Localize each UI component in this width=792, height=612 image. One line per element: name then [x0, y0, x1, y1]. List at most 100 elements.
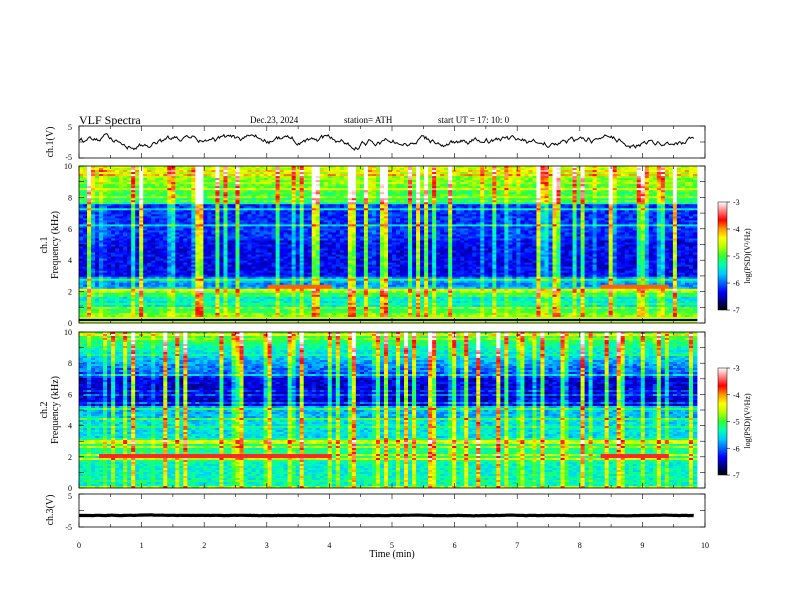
spectrogram-cell	[131, 290, 136, 294]
spectrogram-cell	[83, 208, 88, 211]
spectrogram-cell	[135, 296, 140, 300]
spectrogram-cell	[115, 300, 120, 304]
spectrogram-cell	[331, 206, 337, 209]
spectrogram-cell	[287, 248, 293, 251]
spectrogram-cell	[159, 206, 164, 209]
spectrogram-cell	[207, 272, 212, 276]
spectrogram-cell	[107, 236, 112, 239]
spectrogram-cell	[291, 206, 297, 209]
spectrogram-cell	[175, 278, 180, 282]
spectrogram-cell	[323, 216, 329, 219]
spectrogram-cell	[115, 320, 120, 323]
spectrogram-cell	[319, 288, 325, 292]
spectrogram-cell	[147, 300, 152, 304]
spectrogram-cell	[211, 290, 216, 294]
spectrogram-cell	[151, 248, 156, 251]
spectrogram-cell	[259, 212, 264, 215]
spectrogram-cell	[223, 198, 228, 201]
spectrogram-cell	[227, 312, 232, 316]
spectrogram-cell	[127, 254, 132, 257]
spectrogram-cell	[155, 180, 160, 183]
spectrogram-cell	[79, 308, 84, 312]
spectrogram-cell	[247, 272, 252, 276]
spectrogram-cell	[227, 230, 232, 233]
spectrogram-cell	[311, 208, 317, 211]
spectrogram-cell	[131, 166, 136, 169]
spectrogram-cell	[103, 176, 108, 179]
spectrogram-cell	[103, 284, 108, 288]
spectrogram-cell	[323, 230, 329, 233]
spectrogram-cell	[143, 200, 148, 203]
spectrogram-cell	[151, 168, 156, 171]
spectrogram-cell	[303, 288, 309, 292]
spectrogram-cell	[179, 270, 184, 274]
spectrogram-cell	[283, 212, 289, 215]
spectrogram-cell	[167, 190, 172, 193]
spectrogram-cell	[115, 284, 120, 288]
spectrogram-cell	[283, 316, 289, 320]
spectrogram-cell	[315, 258, 321, 261]
spectrogram-cell	[307, 172, 313, 175]
spectrogram-cell	[279, 272, 285, 276]
spectrogram-cell	[163, 286, 168, 290]
spectrogram-cell	[159, 216, 164, 219]
spectrogram-cell	[111, 286, 116, 290]
spectrogram-cell	[307, 294, 313, 298]
spectrogram-cell	[155, 294, 160, 298]
spectrogram-cell	[215, 222, 220, 225]
spectrogram-cell	[147, 180, 152, 183]
spectrogram-cell	[327, 292, 333, 296]
spectrogram-cell	[307, 222, 313, 225]
spectrogram-cell	[119, 232, 124, 235]
spectrogram-cell	[179, 218, 184, 221]
spectrogram-cell	[327, 188, 333, 191]
spectrogram-cell	[271, 170, 277, 173]
spectrogram-cell	[203, 280, 208, 284]
spectrogram-cell	[187, 200, 192, 203]
spectrogram-cell	[143, 316, 148, 320]
spectrogram-cell	[159, 278, 164, 282]
spectrogram-cell	[287, 250, 293, 253]
spectrogram-cell	[259, 272, 264, 276]
spectrogram-cell	[191, 212, 196, 215]
spectrogram-cell	[199, 310, 204, 314]
spectrogram-cell	[263, 308, 268, 312]
spectrogram-cell	[171, 240, 176, 243]
spectrogram-cell	[287, 194, 293, 197]
spectrogram-cell	[171, 174, 176, 177]
spectrogram-cell	[207, 264, 212, 268]
spectrogram-cell	[191, 292, 196, 296]
spectrogram-cell	[115, 200, 120, 203]
spectrogram-cell	[103, 248, 108, 251]
spectrogram-cell	[159, 262, 164, 266]
spectrogram-cell	[251, 280, 256, 284]
spectrogram-cell	[271, 306, 277, 310]
spectrogram-cell	[275, 310, 281, 314]
spectrogram-cell	[271, 184, 277, 187]
spectrogram-cell	[187, 294, 192, 298]
spectrogram-cell	[87, 302, 92, 306]
spectrogram-cell	[327, 246, 333, 249]
spectrogram-cell	[167, 188, 172, 191]
spectrogram-cell	[287, 310, 293, 314]
spectrogram-cell	[199, 186, 204, 189]
spectrogram-cell	[83, 246, 88, 249]
spectrogram-cell	[235, 214, 240, 217]
spectrogram-cell	[327, 230, 333, 233]
spectrogram-cell	[275, 174, 281, 177]
spectrogram-cell	[143, 188, 148, 191]
spectrogram-cell	[271, 254, 277, 257]
spectrogram-cell	[151, 306, 156, 310]
spectrogram-cell	[259, 226, 264, 229]
spectrogram-cell	[299, 190, 305, 193]
spectrogram-cell	[171, 248, 176, 251]
spectrogram-cell	[207, 176, 212, 179]
spectrogram-cell	[87, 180, 92, 183]
spectrogram-cell	[223, 186, 228, 189]
spectrogram-cell	[299, 252, 305, 255]
spectrogram-cell	[99, 186, 104, 189]
spectrogram-cell	[315, 170, 321, 173]
spectrogram-cell	[107, 250, 112, 253]
spectrogram-cell	[283, 298, 289, 302]
spectrogram-cell	[247, 190, 252, 193]
